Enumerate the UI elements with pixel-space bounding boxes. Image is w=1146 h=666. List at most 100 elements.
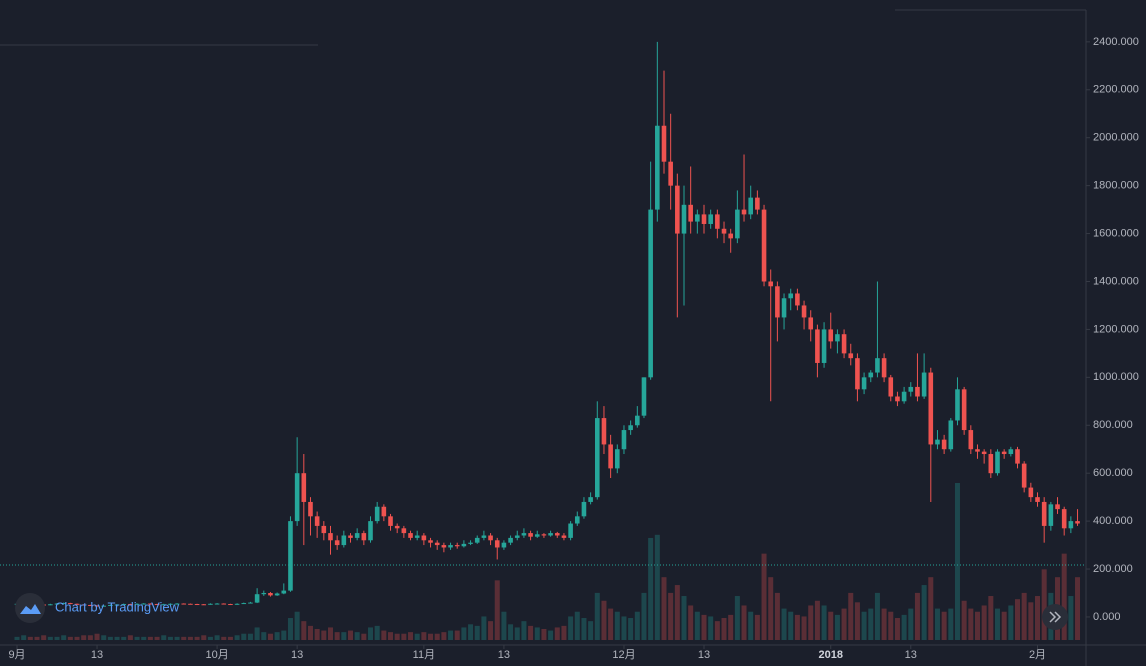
candle-body (168, 603, 173, 605)
volume-bar (207, 636, 213, 640)
volume-bar (894, 618, 900, 640)
candle-body (821, 329, 827, 363)
candle-body (214, 603, 220, 605)
volume-bar (974, 611, 980, 640)
candle-body (661, 125, 667, 162)
candle-body (121, 604, 127, 606)
candle-body (941, 439, 947, 450)
volume-bar (1021, 592, 1027, 640)
candle-body (695, 214, 700, 222)
candle-body (921, 372, 927, 397)
volume-bar (261, 632, 267, 640)
watermark: Chart by TradingView (55, 599, 180, 614)
volume-bar (468, 624, 474, 640)
candle-body (248, 602, 253, 604)
candle-body (228, 604, 233, 606)
volume-bar (921, 585, 927, 640)
volume-bar (794, 614, 800, 640)
candle-body (621, 430, 627, 450)
candle-body (288, 521, 293, 591)
volume-bar (748, 611, 754, 640)
candle-body (748, 197, 753, 215)
volume-bar (101, 635, 107, 640)
volume-bar (481, 616, 487, 640)
candle-body (208, 603, 213, 605)
candle-body (995, 451, 1000, 474)
volume-bar (287, 618, 293, 640)
candle-body (181, 603, 187, 605)
volume-bar (948, 608, 954, 640)
volume-bar (994, 608, 1000, 640)
volume-bar (61, 635, 67, 640)
volume-bar (521, 621, 527, 640)
candle-body (54, 603, 60, 605)
volume-bar (988, 596, 994, 640)
volume-bar (247, 633, 253, 640)
scroll-icon[interactable] (1049, 611, 1062, 623)
volume-bar (127, 635, 133, 640)
volume-bar (441, 632, 447, 640)
candle-body (281, 590, 287, 594)
x-tick-label: 13 (698, 649, 710, 661)
candle-body (128, 604, 133, 606)
volume-bar (681, 596, 687, 640)
volume-bar (281, 630, 287, 640)
candle-body (708, 214, 713, 224)
candle-body (615, 449, 620, 469)
volume-bar (414, 633, 420, 640)
volume-bar (294, 611, 300, 640)
volume-bar (588, 621, 594, 640)
volume-bar (234, 635, 240, 640)
volume-bar (541, 629, 547, 640)
candle-body (88, 604, 93, 606)
candle-body (1015, 449, 1020, 464)
volume-bar (508, 624, 514, 640)
volume-bar (408, 632, 414, 640)
volume-bar (881, 608, 887, 640)
candle-body (961, 389, 967, 431)
candle-body (908, 386, 914, 392)
candle-body (1041, 501, 1047, 526)
volume-bar (834, 614, 840, 640)
volume-bar (154, 636, 160, 640)
candle-body (94, 605, 100, 607)
candle-body (148, 603, 153, 605)
candle-body (861, 377, 867, 390)
candle-body (655, 125, 660, 210)
volume-bar (648, 537, 654, 640)
candle-body (554, 533, 560, 536)
volume-bar (841, 608, 847, 640)
volume-bar (1035, 596, 1041, 640)
volume-bar (1068, 596, 1074, 640)
candle-body (461, 543, 467, 547)
volume-bar (601, 600, 607, 640)
volume-bar (641, 592, 647, 640)
candle-body (1048, 504, 1054, 526)
x-tick-label: 13 (498, 649, 510, 661)
candle-body (775, 286, 780, 318)
candle-body (394, 525, 400, 529)
volume-bar (608, 608, 614, 640)
volume-bar (934, 608, 940, 640)
candle-body (721, 228, 727, 234)
volume-bar (668, 592, 674, 640)
volume-bar (267, 633, 273, 640)
candle-body (354, 533, 360, 538)
candle-body (688, 204, 693, 222)
volume-bar (774, 592, 780, 640)
volume-bar (968, 608, 974, 640)
candle-body (968, 430, 974, 450)
candle-body (768, 281, 774, 287)
volume-bar (314, 629, 320, 640)
volume-bar (161, 635, 167, 640)
candle-body (1075, 521, 1080, 524)
volume-bar (34, 636, 40, 640)
candle-body (955, 389, 960, 421)
candle-body (715, 214, 720, 229)
volume-bar (54, 636, 60, 640)
candle-body (481, 535, 487, 538)
candle-body (928, 372, 934, 445)
volume-bar (661, 577, 667, 640)
